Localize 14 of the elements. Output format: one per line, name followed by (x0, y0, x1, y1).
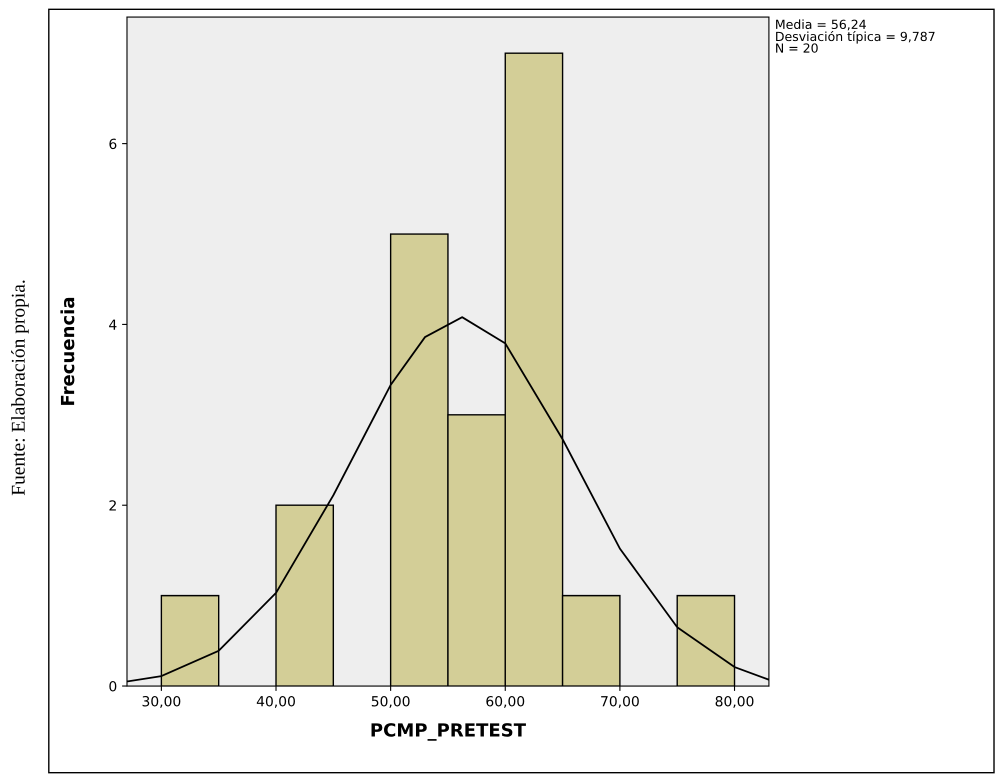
y-tick-label: 0 (109, 681, 116, 692)
x-tick-label: 40,00 (256, 696, 295, 708)
text: Media = 56,24 Desviación típica = 9,787 N = 20 (776, 19, 935, 53)
x-tick-label: 50,00 (372, 696, 410, 708)
source-note: Fuente: Elaboración propia. (11, 280, 29, 496)
x-tick-label: 60,00 (486, 696, 524, 708)
y-tick-label: 2 (109, 500, 116, 510)
x-tick-label: 70,00 (601, 696, 639, 708)
y-axis-title: Frecuencia (60, 298, 74, 405)
x-tick-label: 80,00 (716, 696, 754, 708)
x-axis-title: PCMP_PRETEST (372, 723, 526, 741)
x-tick-label: 30,00 (142, 696, 180, 708)
y-tick-label: 6 (109, 138, 116, 150)
y-tick-label: 4 (109, 320, 116, 330)
